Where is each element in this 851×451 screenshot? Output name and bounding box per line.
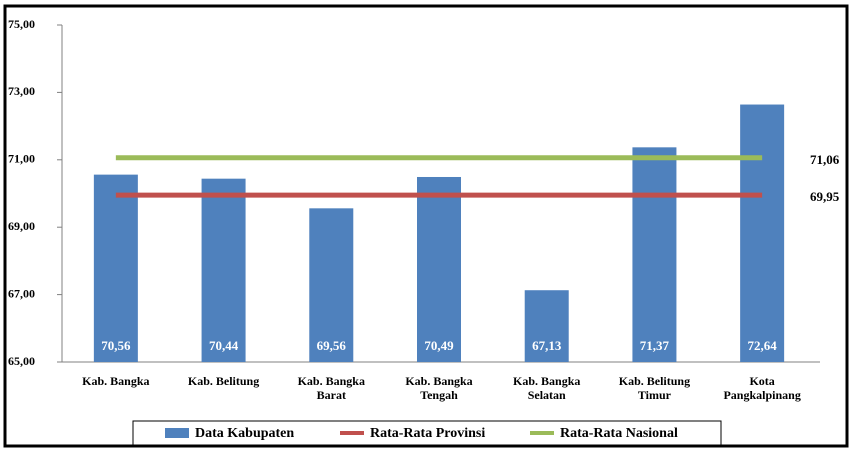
x-tick-label: Kab. Bangka — [82, 374, 150, 388]
x-tick-label: Kab. Belitung — [187, 374, 260, 388]
x-tick-label: Kab. Belitung Timur — [618, 374, 691, 402]
y-tick-label: 73,00 — [8, 84, 35, 98]
bar — [740, 104, 785, 363]
data-label: 70,44 — [209, 338, 239, 353]
y-tick-label: 71,00 — [8, 152, 35, 166]
bar — [201, 178, 246, 362]
end-label: 69,95 — [810, 189, 840, 204]
data-label: 71,37 — [640, 338, 670, 353]
legend-box — [132, 420, 722, 446]
x-tick-label: Kab. Bangka Barat — [297, 374, 365, 402]
y-tick-label: 65,00 — [8, 354, 35, 368]
bar — [524, 290, 569, 362]
data-label: 69,56 — [317, 338, 347, 353]
y-tick-label: 69,00 — [8, 219, 35, 233]
bar — [309, 208, 354, 362]
legend-label: Rata-Rata Nasional — [560, 426, 678, 441]
data-label: 67,13 — [532, 338, 562, 353]
bar — [93, 174, 138, 362]
data-label: 70,49 — [424, 338, 454, 353]
frame — [3, 4, 849, 448]
legend-label: Rata-Rata Provinsi — [370, 426, 485, 441]
data-label: 70,56 — [101, 338, 131, 353]
y-tick-label: 67,00 — [8, 286, 35, 300]
x-tick-label: Kab. Bangka Selatan — [513, 374, 581, 402]
legend-label: Data Kabupaten — [195, 426, 294, 441]
x-tick-label: Kota Pangkalpinang — [723, 374, 801, 402]
end-label: 71,06 — [810, 152, 840, 167]
x-tick-label: Kab. Bangka Tengah — [405, 374, 473, 402]
y-tick-label: 75,00 — [8, 17, 35, 31]
bar — [417, 176, 461, 362]
legend-swatch — [165, 428, 189, 438]
bar — [632, 147, 677, 362]
data-label: 72,64 — [748, 338, 778, 353]
